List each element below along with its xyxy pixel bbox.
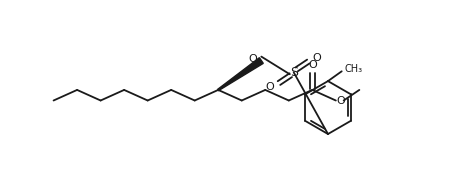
- Text: O: O: [266, 82, 274, 92]
- Text: CH₃: CH₃: [344, 64, 363, 74]
- Text: S: S: [289, 66, 298, 79]
- Polygon shape: [218, 58, 263, 91]
- Text: O: O: [313, 53, 322, 63]
- Text: O: O: [248, 53, 257, 64]
- Text: O: O: [336, 96, 345, 106]
- Text: O: O: [308, 60, 316, 70]
